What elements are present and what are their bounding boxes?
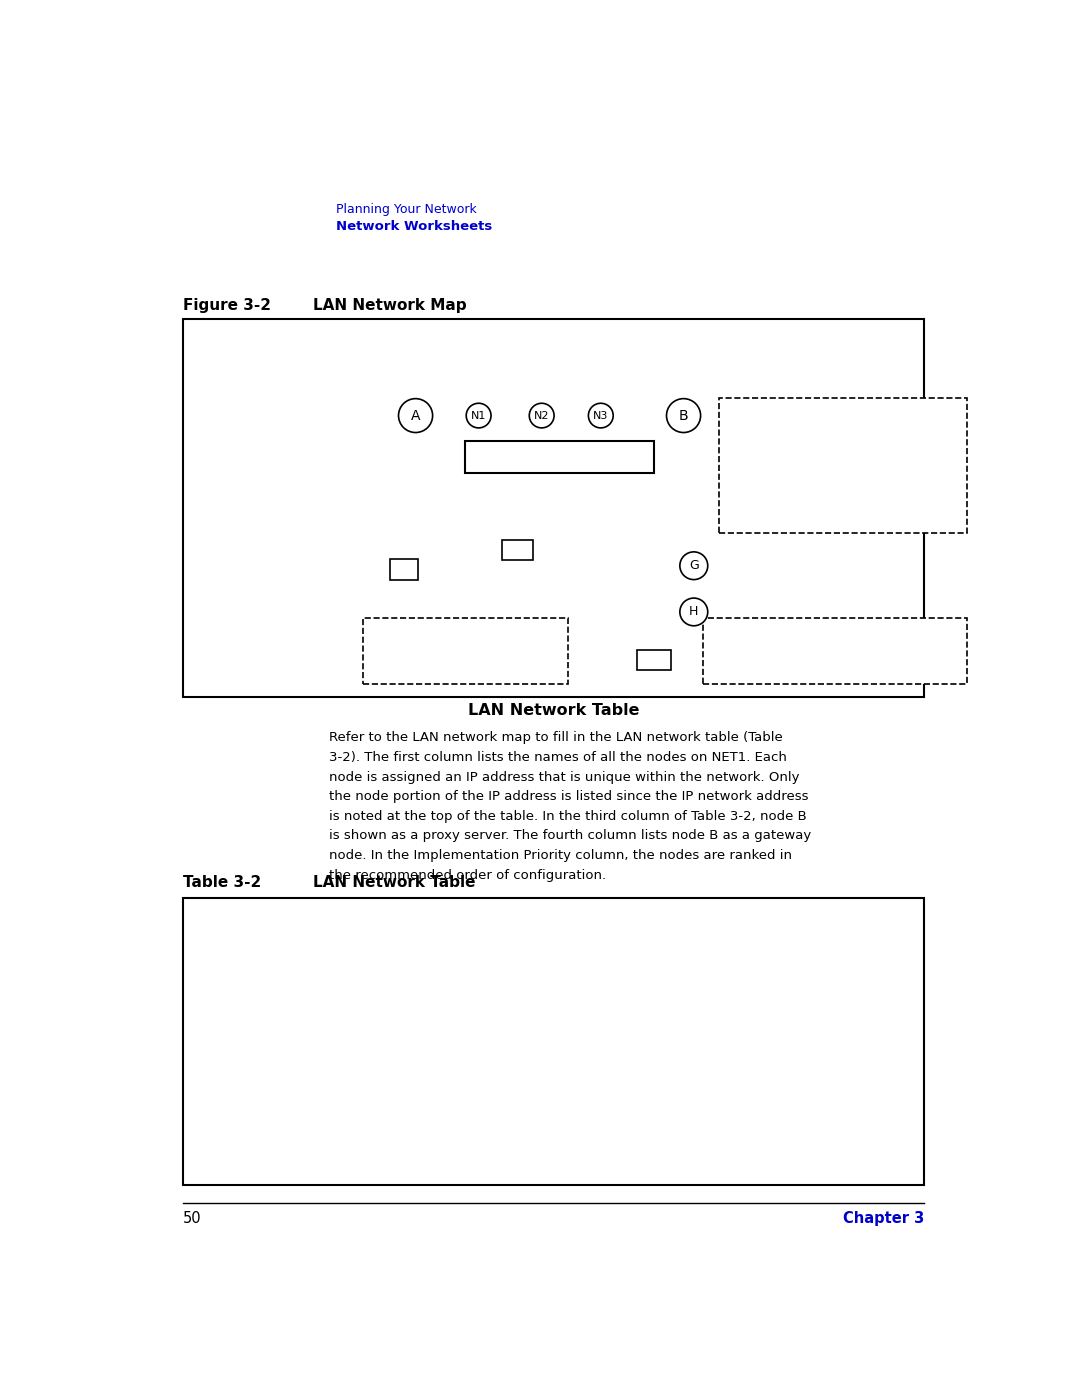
Text: is noted at the top of the table. In the third column of Table 3-2, node B: is noted at the top of the table. In the… [328,810,807,823]
Text: NET3: NET3 [450,629,481,641]
Bar [502,541,532,560]
Circle shape [666,398,701,433]
Circle shape [467,404,491,427]
Text: 002: 002 [297,1065,323,1078]
Text: A: A [410,408,420,422]
Text: C 192.003.251.XXX: C 192.003.251.XXX [411,647,519,657]
Text: GATEWAY HALF: GATEWAY HALF [715,560,800,571]
Text: L3: L3 [194,1129,212,1143]
Text: Network Worksheets: Network Worksheets [337,221,492,233]
Bar [363,617,568,685]
Text: LAN: LAN [824,664,848,676]
Text: C 192.004.002.XXX: C 192.004.002.XXX [266,499,375,509]
Text: LAN: LAN [530,376,553,388]
Text: NET1: NET1 [400,911,436,925]
Text: Refer to the LAN network map to fill in the LAN network table (Table: Refer to the LAN network map to fill in … [328,731,783,745]
Text: POINT-TO-POINT: POINT-TO-POINT [800,468,890,478]
Text: G: G [689,559,699,573]
Text: PROXY
SERVER (Y/N): PROXY SERVER (Y/N) [405,985,505,1013]
Text: Chapter 3: Chapter 3 [842,1211,924,1227]
Circle shape [529,404,554,427]
Text: NET1: NET1 [526,344,557,356]
Bar [183,898,924,1185]
Text: A: A [194,1032,204,1046]
Text: Planning Your Network: Planning Your Network [337,204,477,217]
Text: NET2: NET2 [829,432,861,446]
Bar [719,398,968,534]
Text: C 192.005.252.XXX: C 192.005.252.XXX [782,647,890,657]
Circle shape [399,398,433,433]
Text: node is assigned an IP address that is unique within the network. Only: node is assigned an IP address that is u… [328,771,799,784]
Text: NETWORK NAME:: NETWORK NAME: [197,911,333,925]
Text: H: H [689,605,699,619]
Text: L2: L2 [194,1097,212,1111]
Text: C 192.001.001 XXX: C 192.001.001 XXX [400,949,535,963]
Text: the recommended order of configuration.: the recommended order of configuration. [328,869,606,882]
Circle shape [589,404,613,427]
Text: 5: 5 [667,1129,676,1143]
Text: node. In the Implementation Priority column, the nodes are ranked in: node. In the Implementation Priority col… [328,849,792,862]
Text: the node portion of the IP address is listed since the IP network address: the node portion of the IP address is li… [328,791,808,803]
Text: 004: 004 [297,1129,323,1143]
Text: TO NET4:: TO NET4: [352,384,404,394]
Bar [390,559,418,580]
Text: IP NETWORK ADDRESS: IP NETWORK ADDRESS [197,949,375,963]
Text: 2: 2 [667,1032,676,1046]
Text: 001: 001 [297,1032,324,1046]
Text: is shown as a proxy server. The fourth column lists node B as a gateway: is shown as a proxy server. The fourth c… [328,830,811,842]
Text: DTC: DTC [644,655,665,665]
Circle shape [679,598,707,626]
Text: 4: 4 [667,1097,676,1111]
Bar [703,617,968,685]
Text: C 192.002.250.XXX: C 192.002.250.XXX [791,451,900,461]
Text: YES: YES [534,1162,559,1176]
Text: 50: 50 [183,1211,202,1227]
Text: N1: N1 [471,411,486,420]
Bar [183,320,924,697]
Text: LAN Network Map: LAN Network Map [313,298,467,313]
Text: X.25: X.25 [451,664,478,676]
Text: NET5: NET5 [821,629,851,641]
Text: N3: N3 [593,411,608,420]
Text: 3: 3 [667,1065,676,1078]
Text: B: B [194,1162,204,1176]
Text: Figure 3-2: Figure 3-2 [183,298,271,313]
Text: C 192.001.001.XXX: C 192.001.001.XXX [487,362,596,372]
Text: TOKEN RING: TOKEN RING [266,514,336,524]
Text: LAN Network Table: LAN Network Table [468,703,639,718]
Text: 003: 003 [297,1097,323,1111]
Text: GATEWAY
NODE (Y/N): GATEWAY NODE (Y/N) [546,985,632,1013]
Text: 005: 005 [297,1162,323,1176]
Text: ROUTER: ROUTER [380,583,427,594]
Text: NODE NAME: NODE NAME [189,993,280,1006]
Bar [637,651,672,671]
Circle shape [679,552,707,580]
Text: N2: N2 [534,411,550,420]
Text: NET4: NET4 [266,478,297,492]
Text: Table 3-2: Table 3-2 [183,876,261,890]
Bar [465,441,654,474]
Text: GATEWAY NODE: GATEWAY NODE [643,370,732,380]
Text: YES: YES [400,1162,426,1176]
Text: GATEWAY NODE: GATEWAY NODE [334,370,423,380]
Text: GATEWAY HALF: GATEWAY HALF [715,606,800,617]
Text: LAN Network Table: LAN Network Table [313,876,476,890]
Text: IP NODE
ADDRESS: IP NODE ADDRESS [301,985,372,1013]
Text: B: B [678,408,688,422]
Text: TO NET2:: TO NET2: [662,384,714,394]
Text: 3-2). The first column lists the names of all the nodes on NET1. Each: 3-2). The first column lists the names o… [328,752,786,764]
Text: DTC: DTC [507,545,528,556]
Text: IMPLEMENTATION
PRIORITY: IMPLEMENTATION PRIORITY [724,985,856,1013]
Text: L1: L1 [194,1065,212,1078]
Text: 1: 1 [667,1162,676,1176]
